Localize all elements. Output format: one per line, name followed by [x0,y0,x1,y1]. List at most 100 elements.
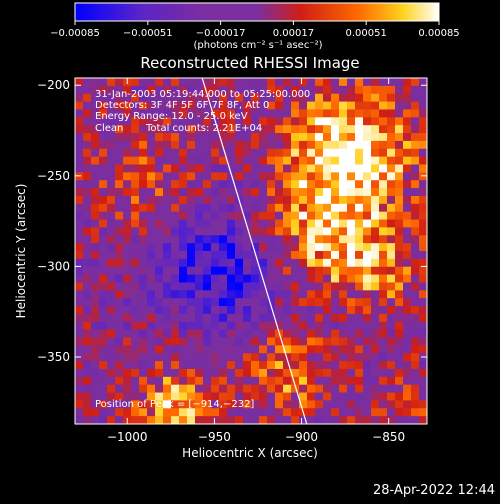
heatmap-cell [99,93,108,103]
heatmap-cell [251,109,260,118]
heatmap-cell [419,188,427,197]
heatmap-cell [195,180,204,189]
heatmap-cell [259,117,268,126]
heatmap-cell [211,148,220,158]
heatmap-cell [387,85,396,95]
heatmap-cell [339,148,348,158]
heatmap-cell [403,353,412,362]
y-axis-label: Heliocentric Y (arcsec) [14,184,28,319]
heatmap-cell [75,361,84,370]
heatmap-cell [243,416,252,424]
heatmap-cell [179,408,188,417]
heatmap-cell [323,345,332,354]
heatmap-cell [387,361,396,370]
heatmap-cell [259,329,268,339]
heatmap-cell [339,258,348,268]
heatmap-cell [123,368,132,378]
heatmap-cell [243,140,252,150]
heatmap-cell [363,172,372,181]
heatmap-cell [131,195,140,205]
heatmap-cell [387,133,396,142]
heatmap-cell [195,78,204,87]
heatmap-cell [291,298,300,307]
heatmap-cell [291,133,300,142]
heatmap-cell [275,195,284,205]
heatmap-cell [395,416,404,424]
heatmap-cell [99,368,108,378]
heatmap-cell [75,274,84,284]
heatmap-cell [131,243,140,252]
heatmap-cell [123,235,132,244]
heatmap-cell [299,376,308,386]
heatmap-cell [387,180,396,189]
heatmap-cell [139,384,148,394]
heatmap-cell [187,353,196,362]
heatmap-cell [99,85,108,95]
heatmap-cell [155,313,164,323]
heatmap-cell [291,188,300,197]
heatmap-cell [171,195,180,205]
heatmap-cell [355,368,364,378]
heatmap-cell [195,188,204,197]
heatmap-cell [259,156,268,166]
heatmap-cell [291,140,300,150]
heatmap-cell [195,125,204,134]
heatmap-cell [355,282,364,291]
heatmap-cell [283,282,292,291]
heatmap-cell [83,290,92,299]
heatmap-cell [195,376,204,386]
heatmap-cell [163,368,172,378]
heatmap-cell [115,164,124,173]
heatmap-cell [379,384,388,394]
heatmap-cell [139,164,148,173]
heatmap-cell [251,78,260,87]
heatmap-cell [155,227,164,236]
heatmap-cell [235,368,244,378]
heatmap-cell [227,164,236,173]
heatmap-cell [315,243,324,252]
heatmap-cell [267,416,276,424]
heatmap-cell [339,211,348,221]
heatmap-cell [259,203,268,213]
heatmap-cell [371,251,380,260]
heatmap-cell [219,227,228,236]
heatmap-cell [307,361,316,370]
heatmap-cell [259,266,268,276]
heatmap-cell [99,180,108,189]
heatmap-cell [299,156,308,166]
heatmap-cell [419,148,427,158]
heatmap-cell [195,408,204,417]
heatmap-cell [283,368,292,378]
heatmap-cell [243,361,252,370]
heatmap-cell [147,321,156,331]
heatmap-cell [195,172,204,181]
heatmap-cell [139,93,148,103]
heatmap-cell [163,180,172,189]
heatmap-cell [355,337,364,346]
heatmap-cell [251,235,260,244]
heatmap-cell [251,195,260,205]
heatmap-cell [323,298,332,307]
heatmap-cell [115,219,124,229]
heatmap-cell [211,329,220,339]
heatmap-cell [259,290,268,299]
heatmap-cell [347,329,356,339]
heatmap-cell [171,227,180,236]
heatmap-cell [83,125,92,134]
heatmap-cell [83,376,92,386]
heatmap-cell [299,384,308,394]
heatmap-cell [99,408,108,417]
heatmap-cell [267,219,276,229]
heatmap-cell [331,416,340,424]
heatmap-cell [147,164,156,173]
heatmap-cell [171,384,180,394]
heatmap-cell [219,156,228,166]
heatmap-cell [347,361,356,370]
y-tick-label: −250 [37,169,70,183]
heatmap-cell [211,188,220,197]
heatmap-cell [411,117,420,126]
heatmap-cell [171,219,180,229]
heatmap-cell [323,329,332,339]
heatmap-cell [387,188,396,197]
heatmap-cell [219,117,228,126]
